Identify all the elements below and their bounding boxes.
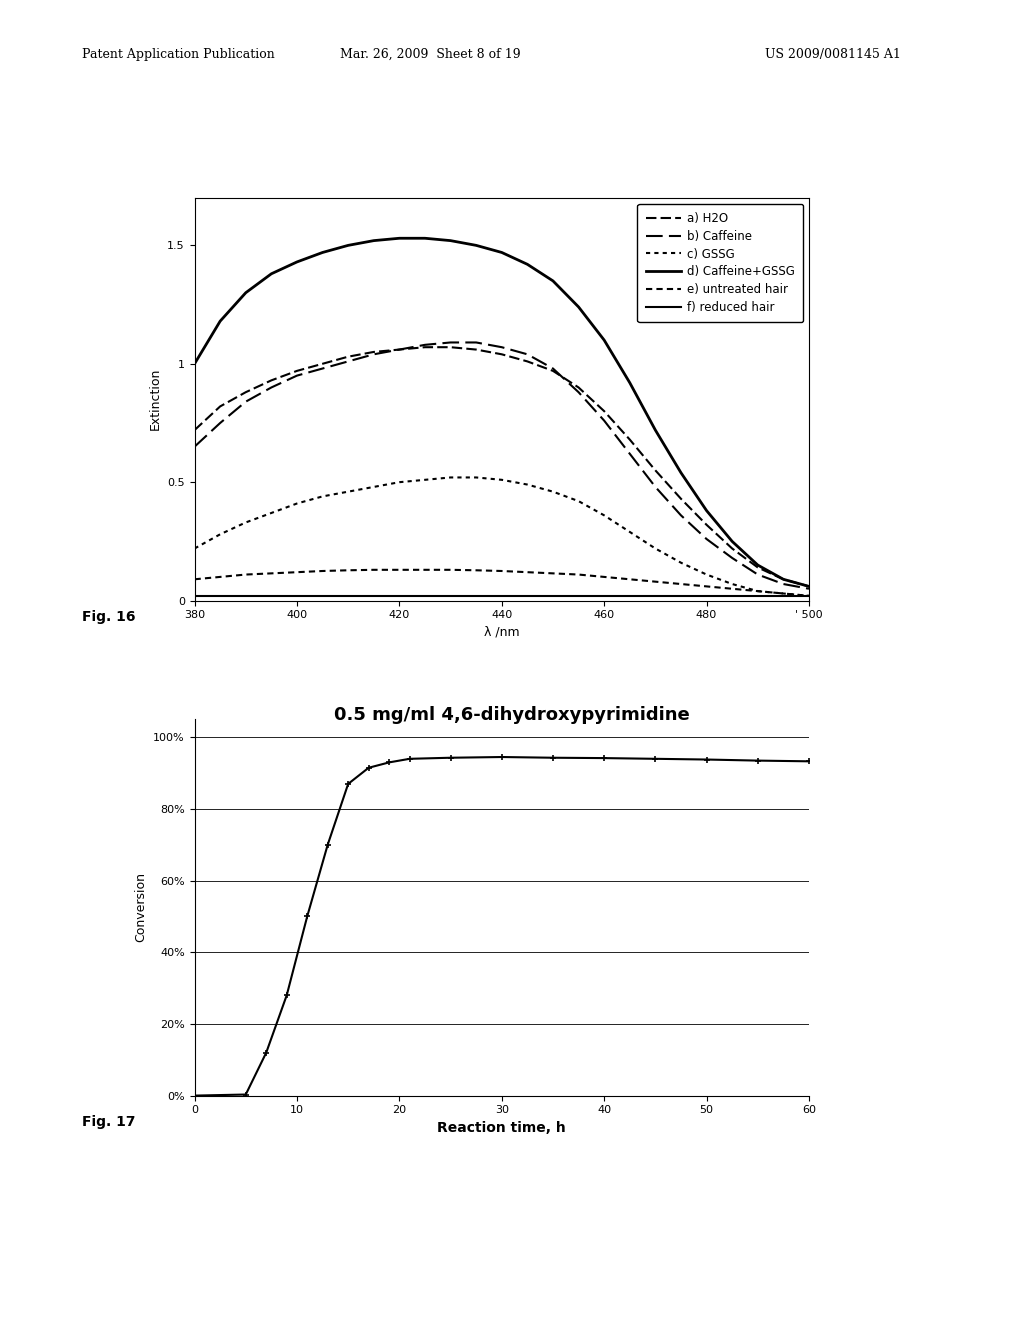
Y-axis label: Conversion: Conversion (135, 873, 147, 942)
Y-axis label: Extinction: Extinction (148, 368, 162, 430)
Text: 0.5 mg/ml 4,6-dihydroxypyrimidine: 0.5 mg/ml 4,6-dihydroxypyrimidine (334, 706, 690, 725)
X-axis label: Reaction time, h: Reaction time, h (437, 1121, 566, 1135)
Text: US 2009/0081145 A1: US 2009/0081145 A1 (765, 48, 901, 61)
Text: Patent Application Publication: Patent Application Publication (82, 48, 274, 61)
Text: Fig. 17: Fig. 17 (82, 1115, 135, 1130)
Text: Fig. 16: Fig. 16 (82, 610, 135, 624)
Text: Mar. 26, 2009  Sheet 8 of 19: Mar. 26, 2009 Sheet 8 of 19 (340, 48, 520, 61)
X-axis label: λ /nm: λ /nm (484, 626, 519, 639)
Legend: a) H2O, b) Caffeine, c) GSSG, d) Caffeine+GSSG, e) untreated hair, f) reduced ha: a) H2O, b) Caffeine, c) GSSG, d) Caffein… (637, 203, 803, 322)
